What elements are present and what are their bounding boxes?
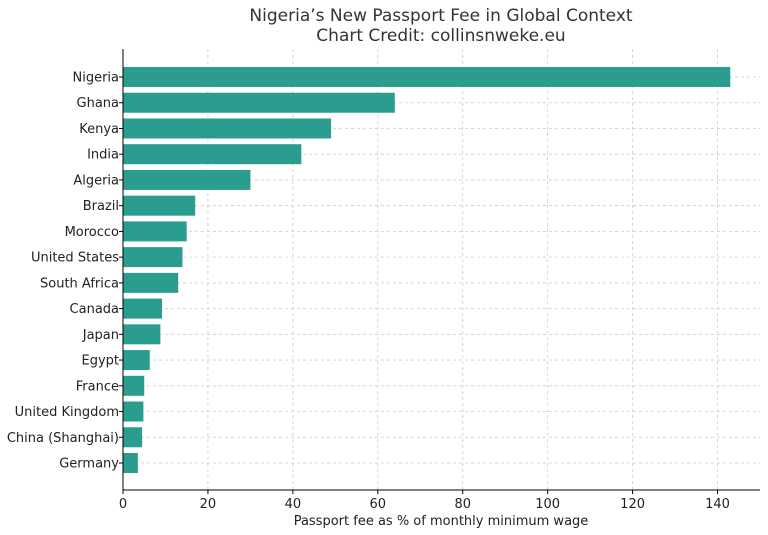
chart-subtitle: Chart Credit: collinsnweke.eu — [316, 26, 565, 46]
x-tick-label: 0 — [119, 497, 127, 512]
category-label: Ghana — [77, 96, 120, 111]
x-tick-label: 140 — [705, 497, 730, 512]
category-label: United Kingdom — [15, 405, 119, 420]
bar-kenya — [123, 118, 332, 139]
bar-japan — [123, 324, 161, 345]
bar-ghana — [123, 92, 395, 113]
x-tick-label: 80 — [454, 497, 471, 512]
bar-brazil — [123, 195, 196, 216]
bar-south-africa — [123, 272, 179, 293]
category-label: United States — [31, 251, 119, 266]
category-label: Japan — [82, 328, 119, 343]
category-label: Algeria — [73, 173, 119, 188]
category-label: South Africa — [40, 276, 119, 291]
category-label: France — [76, 379, 119, 394]
category-label: Kenya — [79, 122, 119, 137]
x-tick-label: 40 — [285, 497, 302, 512]
x-tick-label: 100 — [535, 497, 560, 512]
grid — [122, 49, 760, 490]
category-label: Brazil — [83, 199, 119, 214]
axes: Nigeria Ghana Kenya India Algeria Brazil Moroc… — [7, 49, 760, 512]
bars — [123, 67, 731, 473]
category-label: Egypt — [81, 354, 119, 369]
x-axis-label: Passport fee as % of monthly minimum wag… — [294, 514, 589, 529]
category-label: Nigeria — [72, 71, 119, 86]
bar-india — [123, 144, 302, 165]
x-tick-label: 120 — [620, 497, 645, 512]
category-label: Germany — [59, 457, 119, 472]
category-label: India — [87, 148, 119, 163]
chart-title: Nigeria’s New Passport Fee in Global Con… — [249, 6, 632, 26]
bar-algeria — [123, 169, 251, 190]
bar-morocco — [123, 221, 187, 242]
bar-france — [123, 375, 145, 396]
bar-nigeria — [123, 67, 731, 87]
x-tick-label: 20 — [200, 497, 217, 512]
bar-united-kingdom — [123, 401, 144, 422]
category-label: Morocco — [65, 225, 119, 240]
bar-egypt — [123, 350, 150, 371]
category-label: Canada — [70, 302, 119, 317]
bar-china-shanghai — [123, 427, 143, 448]
x-tick-label: 60 — [370, 497, 387, 512]
bar-united-states — [123, 247, 183, 268]
category-label: China (Shanghai) — [7, 431, 119, 446]
bar-canada — [123, 298, 163, 319]
bar-germany — [123, 453, 138, 473]
